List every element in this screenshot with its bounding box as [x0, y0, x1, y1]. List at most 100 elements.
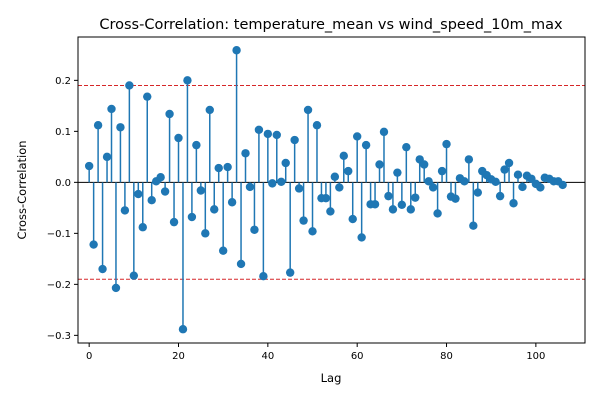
stem-marker [227, 198, 237, 207]
stem-92 [495, 182, 505, 201]
plot-area [77, 36, 586, 344]
stem-78 [433, 182, 442, 218]
stem-28 [210, 182, 219, 214]
stem-32 [227, 182, 237, 207]
stem-marker [107, 104, 116, 114]
stem-marker [348, 214, 357, 224]
stem-marker [294, 184, 304, 193]
stem-61 [357, 182, 366, 242]
stem-66 [379, 127, 389, 183]
stem-marker [89, 240, 98, 249]
stem-marker [272, 130, 281, 140]
y-axis-ticks: −0.3 −0.2 −0.1 0.0 0.1 0.2 [47, 76, 78, 342]
stem-marker [169, 217, 179, 227]
x-axis-label: Lag [321, 371, 342, 385]
chart-title: Cross-Correlation: temperature_mean vs w… [99, 17, 563, 33]
stem-4 [102, 152, 112, 183]
stem-marker [375, 160, 384, 169]
stem-marker [218, 246, 228, 255]
stem-19 [169, 182, 179, 227]
stem-marker [259, 271, 268, 281]
x-tick-label: 0 [86, 351, 92, 362]
stem-marker [509, 199, 518, 208]
stem-marker [308, 227, 317, 236]
stem-marker [290, 135, 299, 145]
stem-64 [370, 182, 380, 209]
stem-23 [187, 182, 197, 222]
stem-marker [156, 173, 165, 182]
stem-marker [187, 212, 197, 222]
stem-marker [254, 125, 264, 135]
stem-marker [558, 180, 567, 190]
stem-65 [375, 160, 384, 183]
stem-54 [326, 182, 335, 216]
stem-marker [500, 165, 509, 174]
stem-67 [384, 182, 393, 201]
stem-marker [330, 172, 340, 181]
stem-marker [299, 216, 308, 225]
stem-marker [335, 183, 344, 192]
stem-96 [513, 170, 523, 183]
stem-marker [339, 151, 348, 161]
stem-101 [536, 182, 545, 192]
stem-marker [125, 81, 134, 90]
stem-12 [138, 182, 147, 232]
stem-marker [102, 152, 112, 162]
stem-marker [437, 166, 447, 176]
stem-97 [518, 182, 527, 192]
stem-marker [397, 200, 407, 209]
stem-18 [165, 109, 174, 183]
stem-13 [143, 92, 152, 183]
stem-22 [183, 76, 192, 183]
stem-26 [201, 182, 210, 238]
stem-5 [107, 104, 116, 183]
stem-marker [536, 183, 545, 192]
stem-43 [277, 177, 286, 187]
stem-marker [165, 109, 174, 119]
stem-marker [384, 191, 393, 201]
stem-marker [428, 183, 438, 192]
stem-11 [134, 182, 143, 199]
stem-87 [473, 182, 482, 197]
stem-marker [160, 187, 170, 196]
stem-39 [259, 182, 268, 281]
stem-marker [241, 149, 250, 158]
stem-3 [98, 182, 107, 274]
stem-9 [125, 81, 134, 183]
x-axis-ticks: 0 20 40 60 80 100 [86, 343, 545, 362]
stem-60 [352, 132, 362, 183]
stem-74 [415, 155, 424, 183]
x-tick-label: 60 [351, 351, 364, 362]
stem-marker [263, 129, 273, 139]
stem-17 [160, 182, 170, 196]
stem-47 [294, 182, 304, 193]
stem-marker [236, 259, 246, 269]
stem-49 [303, 105, 313, 183]
stem-93 [500, 165, 509, 183]
stem-0 [84, 161, 94, 183]
stem-42 [272, 130, 281, 183]
stem-marker [419, 160, 429, 169]
stem-94 [504, 158, 514, 183]
stem-marker [143, 92, 152, 101]
stem-95 [509, 182, 518, 208]
stem-10 [129, 182, 139, 280]
stem-marker [460, 177, 469, 186]
stem-86 [469, 182, 478, 230]
stem-marker [214, 163, 223, 173]
stem-marker [464, 155, 474, 164]
stem-marker [411, 193, 420, 202]
stem-45 [285, 182, 295, 277]
stem-marker [326, 207, 335, 216]
stem-marker [192, 140, 201, 150]
x-tick-label: 40 [261, 351, 274, 362]
stem-56 [335, 182, 344, 192]
stem-marker [504, 158, 514, 168]
stem-marker [402, 142, 411, 152]
stem-marker [120, 206, 130, 215]
stem-marker [451, 194, 460, 203]
stem-marker [174, 133, 183, 143]
stem-69 [393, 168, 402, 183]
stem-marker [344, 166, 353, 176]
stem-marker [352, 132, 362, 141]
